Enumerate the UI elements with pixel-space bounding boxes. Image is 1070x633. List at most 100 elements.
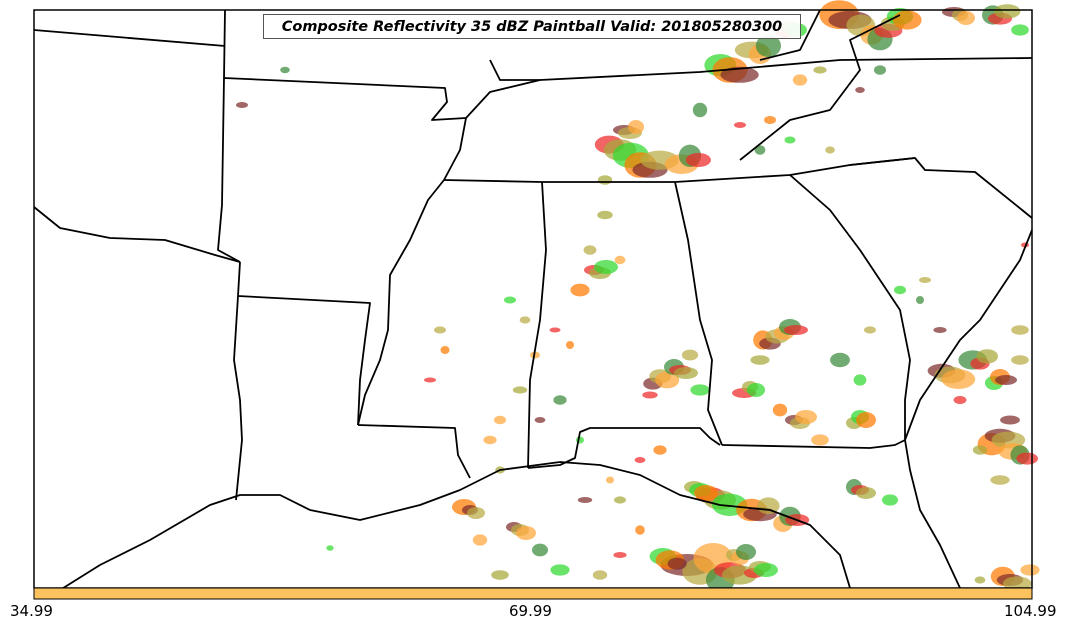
border-tx-la — [233, 295, 243, 501]
radar-echo — [583, 245, 597, 255]
radar-echo — [472, 534, 488, 546]
radar-echo — [933, 327, 947, 333]
radar-echo — [825, 146, 835, 154]
radar-echo — [553, 395, 567, 405]
radar-echo — [483, 435, 497, 445]
radar-echo — [549, 327, 561, 333]
radar-echo — [916, 296, 924, 304]
radar-echo — [667, 557, 687, 570]
radar-echo — [894, 285, 906, 295]
border-ar-mo — [223, 77, 467, 121]
radar-echo — [755, 34, 782, 57]
radar-echoes — [236, 0, 1040, 593]
border-nc-va-area — [739, 14, 901, 161]
radar-echo — [434, 326, 446, 334]
border-al-fl — [527, 427, 721, 469]
border-ga-sc — [789, 174, 911, 440]
radar-echo — [784, 325, 808, 335]
radar-echo — [994, 4, 1021, 19]
radar-echo — [577, 497, 593, 503]
coast-atlantic — [904, 229, 1033, 441]
radar-echo — [655, 371, 680, 389]
border-mo-ar-west — [223, 9, 226, 79]
border-ga-fl — [721, 439, 906, 449]
radar-echo — [811, 434, 829, 446]
radar-echo — [995, 375, 1017, 385]
radar-echo — [494, 415, 506, 425]
border-tn-ky — [465, 57, 1033, 119]
radar-echo — [976, 349, 998, 364]
radar-echo — [892, 10, 922, 30]
radar-echo — [614, 496, 626, 504]
border-al-ga — [674, 181, 723, 446]
radar-echo — [795, 410, 817, 424]
radar-echo — [1016, 452, 1038, 465]
radar-echo — [592, 570, 608, 580]
radar-echo — [972, 445, 988, 455]
radar-echo — [784, 136, 796, 144]
radar-echo — [754, 145, 766, 155]
radar-echo — [830, 352, 850, 368]
radar-echo — [694, 485, 718, 501]
radar-echo — [856, 412, 876, 428]
radar-echo — [597, 210, 613, 220]
radar-echo — [504, 296, 516, 304]
radar-echo — [1011, 325, 1029, 335]
radar-echo — [772, 403, 788, 417]
radar-echo — [919, 277, 931, 283]
border-ar-west — [217, 77, 241, 263]
radar-echo — [1002, 576, 1032, 591]
radar-echo — [424, 377, 436, 383]
border-ks-mo — [33, 29, 226, 47]
radar-echo — [856, 487, 876, 499]
radar-echo — [280, 66, 290, 74]
radar-echo — [236, 102, 248, 108]
coast-florida-east — [904, 439, 961, 589]
radar-echo — [813, 66, 827, 74]
radar-echo — [764, 116, 776, 124]
radar-echo — [882, 494, 898, 506]
colorbar-tick-max: 104.99 — [1004, 602, 1057, 620]
radar-echo — [953, 396, 967, 404]
radar-echo — [853, 374, 867, 386]
colorbar-tick-min: 34.99 — [10, 602, 53, 620]
radar-echo — [570, 283, 590, 297]
radar-echo — [874, 65, 886, 75]
radar-echo — [491, 570, 509, 580]
radar-echo — [674, 367, 698, 379]
radar-echo — [550, 564, 570, 576]
radar-echo — [681, 349, 699, 361]
radar-echo — [692, 102, 708, 118]
border-ok-ar — [33, 206, 241, 263]
radar-echo — [519, 316, 531, 324]
coast-gulf — [59, 461, 851, 591]
radar-echo — [864, 326, 876, 334]
radar-echo — [532, 543, 548, 557]
radar-echo — [516, 526, 536, 540]
radar-echo — [614, 255, 626, 265]
radar-echo — [990, 475, 1010, 485]
border-ky-in — [489, 59, 540, 81]
radar-echo — [792, 74, 808, 86]
radar-echo — [750, 355, 770, 365]
radar-echo — [1020, 564, 1040, 576]
border-ar-la — [237, 261, 371, 426]
radar-echo — [941, 369, 976, 390]
radar-echo — [685, 153, 712, 167]
colorbar — [33, 587, 1033, 600]
radar-echo — [855, 87, 865, 93]
radar-echo — [326, 545, 334, 551]
border-sc-nc — [849, 157, 916, 166]
radar-echo — [597, 175, 613, 185]
radar-echo — [1011, 355, 1029, 365]
radar-echo — [747, 383, 765, 397]
colorbar-tick-mid: 69.99 — [509, 602, 552, 620]
border-mississippi-river — [357, 117, 467, 426]
radar-echo — [1011, 24, 1029, 36]
radar-echo — [1000, 415, 1020, 425]
radar-echo — [720, 66, 759, 83]
radar-echo — [642, 391, 658, 399]
radar-echo — [512, 386, 528, 394]
radar-echo — [974, 576, 986, 584]
